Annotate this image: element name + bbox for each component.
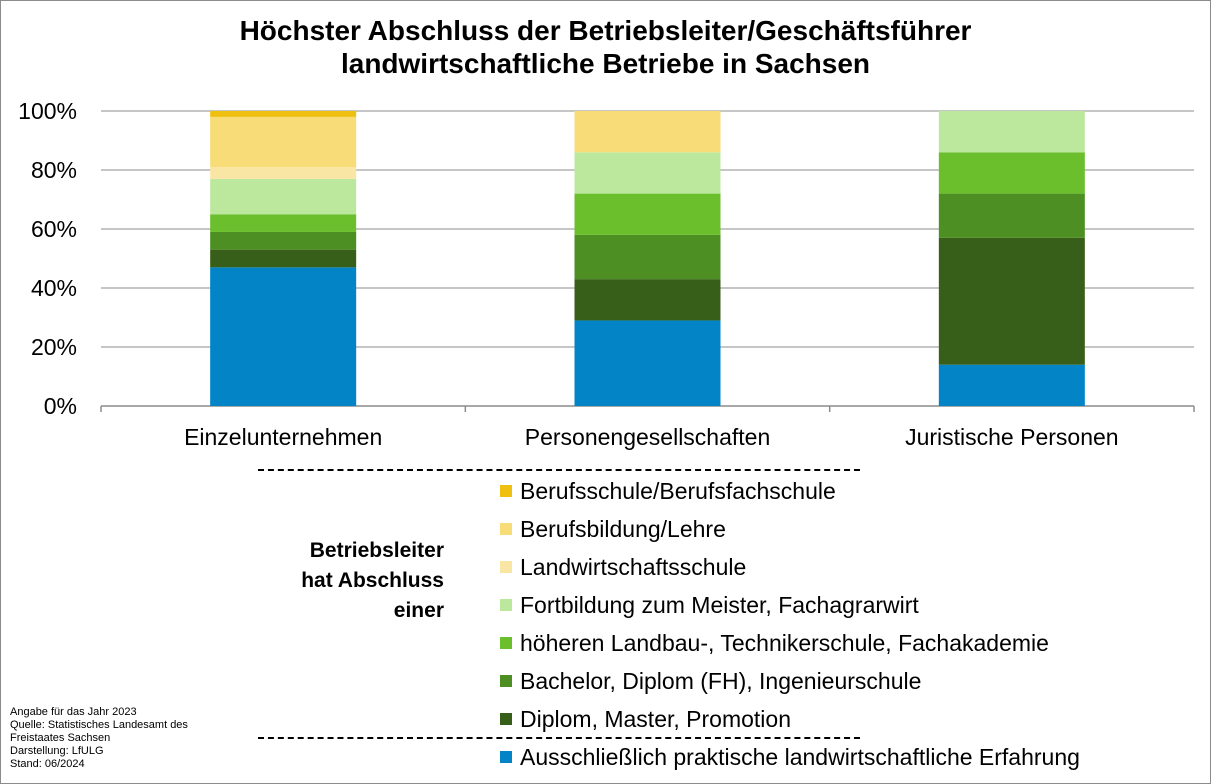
legend-swatch [500, 523, 512, 535]
bar-segment [938, 237, 1085, 365]
bar-segment [210, 111, 357, 117]
legend-title: Betriebsleiter hat Abschluss einer [240, 536, 444, 626]
bar-segment [210, 231, 357, 250]
legend-item: Berufsbildung/Lehre [500, 514, 726, 544]
bar-segment [574, 193, 721, 235]
legend-item: Ausschließlich praktische landwirtschaft… [500, 742, 1080, 772]
x-tick-label: Personengesellschaften [525, 424, 771, 450]
legend-title-line-3: einer [393, 599, 444, 622]
legend-swatch [500, 751, 512, 763]
legend-label: Bachelor, Diplom (FH), Ingenieurschule [520, 667, 922, 694]
y-tick-label: 40% [31, 275, 77, 301]
bar-segment [210, 214, 357, 232]
bar-segment [210, 249, 357, 268]
bar-segment [574, 152, 721, 194]
legend-item: Bachelor, Diplom (FH), Ingenieurschule [500, 666, 921, 696]
bar-segment [574, 111, 721, 153]
legend-swatch [500, 637, 512, 649]
legend-title-line-1: Betriebsleiter [309, 539, 444, 562]
legend-swatch [500, 713, 512, 725]
footnote-line: Darstellung: LfULG [10, 745, 104, 757]
bar-segment [574, 279, 721, 321]
footnote-line: Stand: 06/2024 [10, 758, 85, 770]
chart-title: Höchster Abschluss der Betriebsleiter/Ge… [0, 14, 1211, 80]
legend-swatch [500, 599, 512, 611]
bar-segment [938, 193, 1085, 238]
y-tick-label: 80% [31, 157, 77, 183]
bar-segment [210, 178, 357, 215]
y-tick-label: 100% [18, 98, 77, 124]
bar-segment [210, 167, 357, 179]
y-tick-label: 60% [31, 216, 77, 242]
legend-divider-top [258, 469, 860, 471]
legend-swatch [500, 485, 512, 497]
y-tick-label: 0% [44, 393, 77, 419]
legend-item: Landwirtschaftsschule [500, 552, 746, 582]
footnote-line: Angabe für das Jahr 2023 [10, 706, 137, 718]
chart-title-line-2: landwirtschaftliche Betriebe in Sachsen [340, 48, 871, 79]
bar-segment [210, 116, 357, 168]
footnote-line: Freistaates Sachsen [10, 732, 111, 744]
legend-label: Fortbildung zum Meister, Fachagrarwirt [520, 591, 919, 618]
bar-segment [938, 152, 1085, 194]
footnote-line: Quelle: Statistisches Landesamt des [10, 719, 188, 731]
legend-item: Berufsschule/Berufsfachschule [500, 476, 836, 506]
bar-segment [574, 234, 721, 280]
legend-label: höheren Landbau-, Technikerschule, Facha… [520, 629, 1049, 656]
legend-item: höheren Landbau-, Technikerschule, Facha… [500, 628, 1049, 658]
bar-segment [574, 320, 721, 406]
bar-segment [938, 364, 1085, 406]
legend-item: Diplom, Master, Promotion [500, 704, 791, 734]
legend-label: Landwirtschaftsschule [520, 553, 747, 580]
legend-label: Ausschließlich praktische landwirtschaft… [520, 743, 1080, 770]
chart-title-line-1: Höchster Abschluss der Betriebsleiter/Ge… [239, 15, 972, 46]
legend-item: Fortbildung zum Meister, Fachagrarwirt [500, 590, 919, 620]
legend-label: Berufsschule/Berufsfachschule [520, 477, 836, 504]
source-footnote: Angabe für das Jahr 2023 Quelle: Statist… [10, 706, 188, 771]
legend-label: Berufsbildung/Lehre [520, 515, 726, 542]
x-tick-label: Juristische Personen [905, 424, 1119, 450]
legend-swatch [500, 675, 512, 687]
legend-divider-bottom [258, 737, 860, 739]
bar-segment [938, 111, 1085, 153]
legend-label: Diplom, Master, Promotion [520, 705, 791, 732]
legend-swatch [500, 561, 512, 573]
x-tick-label: Einzelunternehmen [184, 424, 382, 450]
legend-title-line-2: hat Abschluss [301, 569, 444, 592]
bar-segment [210, 267, 357, 406]
y-tick-label: 20% [31, 334, 77, 360]
